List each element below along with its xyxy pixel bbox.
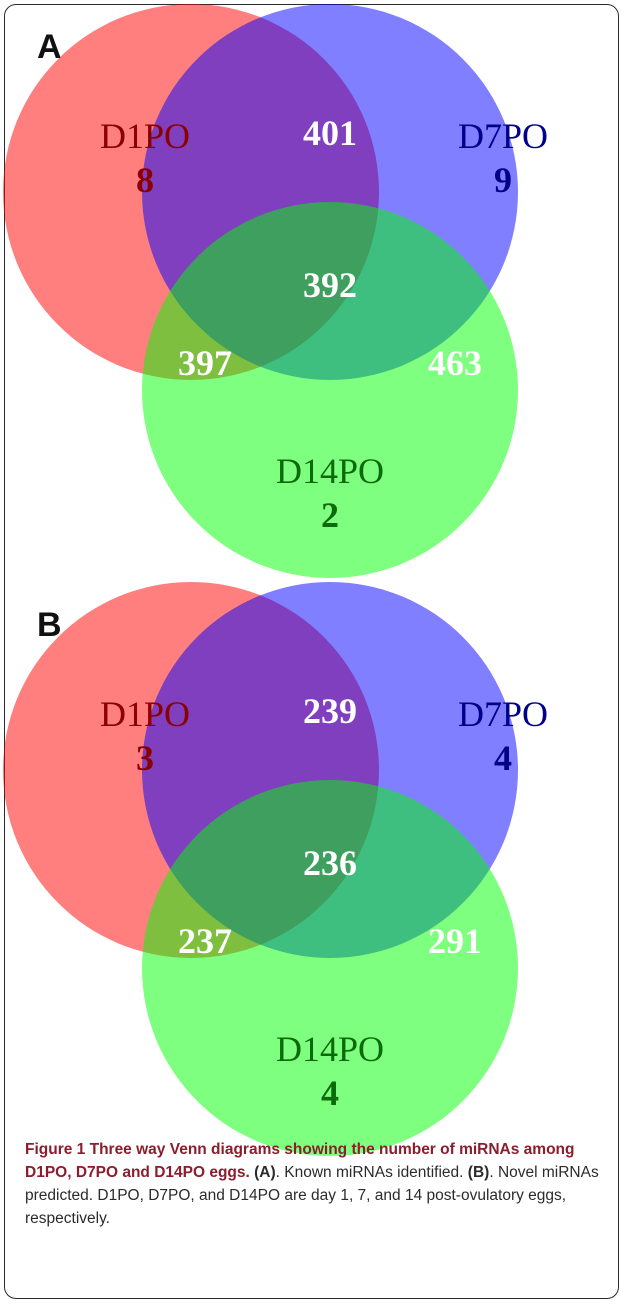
- count-d7po-d14po: 291: [428, 921, 482, 961]
- count-d1po-d14po: 237: [178, 921, 232, 961]
- caption-text-b: . Novel miRNAs predicted. D1PO, D7PO, an…: [25, 1164, 599, 1227]
- label-d1po: D1PO: [100, 694, 190, 734]
- caption-label-b: (B): [467, 1164, 490, 1181]
- count-d1po-only: 3: [136, 738, 154, 778]
- count-d1po-d7po: 239: [303, 691, 357, 731]
- circle-d14po: [142, 780, 518, 1156]
- count-d14po-only: 2: [321, 495, 339, 535]
- count-all-three: 236: [303, 843, 357, 883]
- count-d7po-d14po: 463: [428, 343, 482, 383]
- count-d1po-only: 8: [136, 160, 154, 200]
- count-d1po-d14po: 397: [178, 343, 232, 383]
- count-d7po-only: 9: [494, 160, 512, 200]
- label-d7po: D7PO: [458, 116, 548, 156]
- caption-text-a: . Known miRNAs identified.: [275, 1164, 464, 1181]
- label-d1po: D1PO: [100, 116, 190, 156]
- venn-diagram-b: D1PO 3 D7PO 4 D14PO 4 239 236 237 291: [3, 582, 548, 1156]
- panel-letter-a: A: [37, 28, 62, 66]
- label-d14po: D14PO: [276, 1029, 384, 1069]
- count-d1po-d7po: 401: [303, 113, 357, 153]
- figure-caption: Figure 1 Three way Venn diagrams showing…: [25, 1138, 615, 1230]
- count-all-three: 392: [303, 265, 357, 305]
- caption-title: Figure 1 Three way Venn diagrams showing…: [25, 1141, 575, 1181]
- figure-frame: A D1PO 8 D7PO 9 D14PO 2 401 392 397 463 …: [3, 4, 619, 1299]
- panel-letter-b: B: [37, 606, 62, 644]
- venn-diagram-a: D1PO 8 D7PO 9 D14PO 2 401 392 397 463: [3, 4, 548, 578]
- caption-label-a: (A): [254, 1164, 276, 1181]
- circle-d14po: [142, 202, 518, 578]
- count-d14po-only: 4: [321, 1073, 339, 1113]
- label-d7po: D7PO: [458, 694, 548, 734]
- label-d14po: D14PO: [276, 451, 384, 491]
- count-d7po-only: 4: [494, 738, 512, 778]
